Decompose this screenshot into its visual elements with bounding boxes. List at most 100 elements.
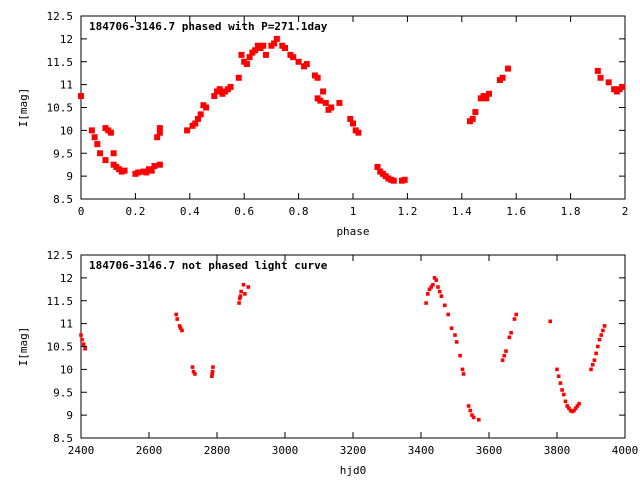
data-point (143, 169, 150, 176)
data-point (216, 86, 223, 93)
data-point (178, 326, 183, 330)
data-point (78, 93, 84, 100)
data-point (563, 399, 568, 404)
x-tick-label: 1.6 (506, 205, 526, 218)
data-point (596, 344, 600, 349)
data-point (434, 278, 439, 282)
data-point (83, 346, 87, 351)
data-point (483, 95, 490, 102)
data-point (504, 349, 508, 353)
data-point (303, 61, 310, 68)
data-point (560, 388, 564, 392)
data-point (461, 372, 466, 376)
data-point (472, 109, 479, 116)
data-point (246, 54, 253, 61)
data-point (238, 294, 243, 298)
data-point (439, 294, 444, 298)
data-point (192, 120, 199, 127)
data-point (436, 285, 440, 289)
data-point (347, 115, 354, 122)
data-point (427, 287, 432, 292)
data-point (471, 415, 476, 420)
data-point (81, 342, 86, 347)
data-point (350, 120, 356, 127)
data-point (599, 333, 603, 337)
data-point (190, 365, 195, 369)
data-point (177, 324, 182, 328)
data-point (562, 392, 566, 397)
data-point (589, 367, 593, 372)
data-point (509, 330, 513, 335)
x-tick-label: 3200 (340, 444, 367, 457)
x-tick-label: 0.6 (234, 205, 254, 218)
x-tick-label: 1.8 (561, 205, 581, 218)
x-tick-label: 1.4 (452, 205, 472, 218)
data-point (262, 51, 269, 58)
data-point (156, 129, 163, 136)
x-tick-label: 0.2 (125, 205, 145, 218)
data-point (320, 88, 327, 95)
data-point (260, 42, 267, 49)
data-point (210, 374, 214, 379)
data-point (243, 292, 247, 296)
data-point (597, 74, 604, 81)
data-point (156, 125, 163, 132)
x-tick-label: 2800 (204, 444, 231, 457)
x-tick-label: 1 (350, 205, 357, 218)
data-point (577, 401, 581, 406)
data-point (514, 312, 518, 317)
data-point (502, 353, 507, 358)
plot-frame (80, 254, 626, 439)
data-point (594, 351, 598, 356)
data-point (94, 141, 101, 148)
data-point (102, 157, 109, 164)
data-point (555, 367, 559, 372)
x-tick-label: 0 (78, 205, 85, 218)
data-point (390, 177, 397, 184)
data-point (573, 406, 578, 411)
x-tick-label: 2600 (136, 444, 163, 457)
data-point (432, 276, 437, 280)
data-point (273, 35, 280, 42)
y-tick-label: 12 (60, 272, 73, 285)
plot-frame (80, 15, 626, 200)
x-tick-label: 3600 (476, 444, 503, 457)
data-point (151, 163, 158, 170)
data-point (328, 104, 335, 111)
x-tick-label: 0.8 (289, 205, 309, 218)
data-point (443, 303, 447, 308)
unphased-light-curve-panel: 2400 2600 2800 3000 3200 3400 3600 3800 4000 8.5 9… (17, 249, 638, 477)
x-tick-label: 1.2 (397, 205, 417, 218)
data-point (175, 317, 180, 321)
data-point (458, 353, 462, 358)
data-point (239, 289, 243, 294)
data-point (191, 369, 196, 374)
data-point (460, 367, 465, 372)
data-point (454, 340, 459, 344)
data-point (446, 312, 450, 317)
data-point (79, 333, 83, 337)
data-point (500, 358, 505, 363)
y-tick-label: 12 (60, 33, 73, 46)
data-point (431, 282, 435, 287)
data-point (211, 365, 215, 369)
data-point (110, 150, 117, 157)
data-point (314, 74, 321, 81)
data-point (107, 129, 114, 136)
data-point (194, 115, 201, 122)
data-point (197, 111, 204, 118)
data-point (575, 404, 580, 408)
data-point (499, 74, 506, 81)
data-point (154, 134, 161, 141)
data-point (180, 328, 184, 333)
data-point (558, 381, 563, 385)
data-point (238, 51, 245, 58)
data-point (97, 150, 104, 157)
data-point (512, 317, 517, 321)
data-point (470, 413, 474, 417)
y-tick-label: 12.5 (47, 10, 74, 23)
data-point (619, 83, 626, 90)
x-tick-label: 4000 (612, 444, 639, 457)
x-tick-label: 2 (622, 205, 629, 218)
data-point (401, 176, 408, 183)
